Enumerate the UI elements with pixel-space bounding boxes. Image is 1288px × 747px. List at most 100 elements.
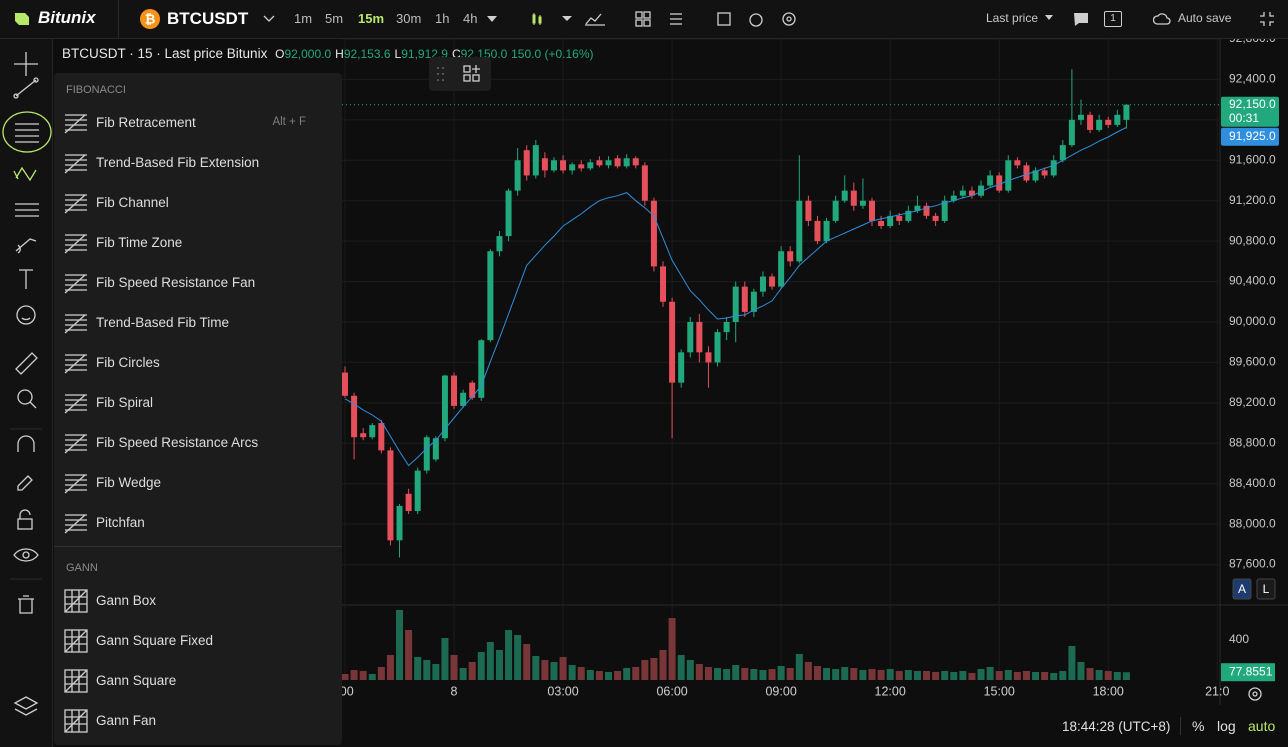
candle-body (1123, 104, 1130, 120)
candle-body (460, 392, 467, 406)
plot (342, 69, 1130, 680)
interval[interactable]: 1h (435, 11, 450, 26)
price-type[interactable]: Last price (986, 11, 1039, 25)
menu-item-label: Fib Retracement (96, 115, 196, 130)
settings-icon[interactable] (1245, 684, 1265, 704)
symbol[interactable]: BTCUSDT (167, 9, 249, 28)
candle-body (832, 200, 839, 221)
volume-bar (614, 671, 622, 680)
candle-body (1032, 170, 1039, 181)
menu-item[interactable]: Fib Speed Resistance Arcs (54, 423, 342, 463)
menu-item[interactable]: Trend-Based Fib Time (54, 303, 342, 343)
menu-item[interactable]: Fib Circles (54, 343, 342, 383)
menu-item[interactable]: Fib Channel (54, 183, 342, 223)
candle-body (759, 276, 766, 292)
toolbar-icons (2, 52, 52, 716)
volume-bar (768, 669, 776, 680)
candle-body (1096, 119, 1103, 130)
auto-toggle[interactable]: auto (1248, 718, 1276, 734)
menu-item[interactable]: Fib Time Zone (54, 223, 342, 263)
log-toggle[interactable]: log (1217, 718, 1236, 734)
interval[interactable]: 4h (463, 11, 478, 26)
scale-button[interactable] (1232, 578, 1252, 600)
volume-bar (732, 665, 740, 680)
candle-body (1068, 119, 1075, 146)
menu-icon (64, 154, 87, 174)
ohlc: O92,000.0 H92,153.6 L91,912.9 C92,150.0 (271, 46, 507, 61)
chevron[interactable] (486, 14, 498, 24)
logo: Bitunix (38, 8, 96, 27)
menu-item[interactable]: Gann Square Fixed (54, 621, 342, 661)
divider (118, 0, 119, 38)
menu-item[interactable]: Gann Fan (54, 701, 342, 741)
candle-body (441, 375, 448, 439)
volume-bar (786, 668, 794, 680)
fullscreen[interactable] (1258, 10, 1276, 28)
volume-tag (1221, 663, 1275, 682)
cloud-icon[interactable] (1153, 10, 1171, 28)
menu-icon (64, 274, 87, 294)
volume-bar (423, 660, 431, 680)
volume-bar (895, 671, 903, 680)
volume-bar (459, 668, 467, 680)
candle-body (1114, 114, 1121, 125)
candle-body (405, 493, 412, 512)
candle-body (469, 382, 476, 398)
volume-bar (495, 650, 503, 680)
volume-bar (932, 672, 940, 680)
candle-body (378, 423, 385, 451)
ohlc-key: L (394, 47, 402, 61)
chevron[interactable] (262, 12, 276, 26)
candle-body (1105, 119, 1112, 125)
menu-item[interactable]: Fib Wedge (54, 463, 342, 503)
menu-icon (64, 354, 87, 374)
volume-bar (1113, 672, 1121, 680)
candle-body (868, 200, 875, 221)
volume-bar (850, 668, 858, 680)
interval[interactable]: 5m (325, 11, 344, 26)
menu-item[interactable]: Fib Retracement Alt + F (54, 103, 342, 143)
candle-body (541, 158, 548, 171)
logo-icon (15, 13, 29, 25)
y-tick-label: 92,400.0 (1229, 72, 1276, 86)
interval[interactable]: 1m (294, 11, 313, 26)
floating-toolbar[interactable] (429, 57, 491, 91)
menu-item[interactable]: Pitchfan (54, 503, 342, 543)
volume-bar (759, 670, 767, 680)
scale-button-label: A (1238, 582, 1246, 596)
candle-body (750, 291, 757, 312)
menu-item[interactable]: Fib Speed Resistance Fan (54, 263, 342, 303)
scale-button[interactable] (1256, 578, 1276, 600)
candle-body (614, 158, 621, 167)
menu-item-label: Fib Speed Resistance Fan (96, 275, 256, 290)
y-tick-label: 90,800.0 (1229, 233, 1276, 247)
drawing-toolbar (0, 39, 53, 747)
menu-item[interactable]: Fib Spiral (54, 383, 342, 423)
menu-item-label: Gann Square Fixed (96, 633, 214, 648)
alerts-badge[interactable]: 1 (1104, 11, 1122, 27)
menu-item[interactable]: Trend-Based Fib Extension (54, 143, 342, 183)
candle-body (741, 286, 748, 312)
chat-icon[interactable] (1072, 10, 1090, 28)
menu-item[interactable]: Gann Box (54, 581, 342, 621)
candle-body (796, 200, 803, 262)
last-price-label: 92,150.0 (1229, 97, 1276, 111)
chevron[interactable] (1044, 14, 1054, 22)
percent-toggle[interactable]: % (1192, 718, 1205, 734)
interval[interactable]: 30m (396, 11, 422, 26)
interval[interactable]: 15m (358, 11, 385, 26)
candle-body (1077, 114, 1084, 120)
candle-body (950, 195, 957, 201)
toolbar-icons[interactable] (634, 9, 804, 29)
menu-item-label: Trend-Based Fib Time (96, 315, 230, 330)
y-tick-label: 88,400.0 (1229, 476, 1276, 490)
y-tick-label: 91,200.0 (1229, 193, 1276, 207)
menu-item[interactable]: Gann Square (54, 661, 342, 701)
candle-body (987, 175, 994, 186)
volume-bar (804, 662, 812, 680)
auto-save[interactable]: Auto save (1178, 11, 1232, 25)
volume-bar (723, 669, 731, 680)
menu-item-label: Gann Fan (96, 713, 157, 728)
volume-bar (505, 630, 513, 680)
chart-type[interactable] (530, 9, 610, 29)
